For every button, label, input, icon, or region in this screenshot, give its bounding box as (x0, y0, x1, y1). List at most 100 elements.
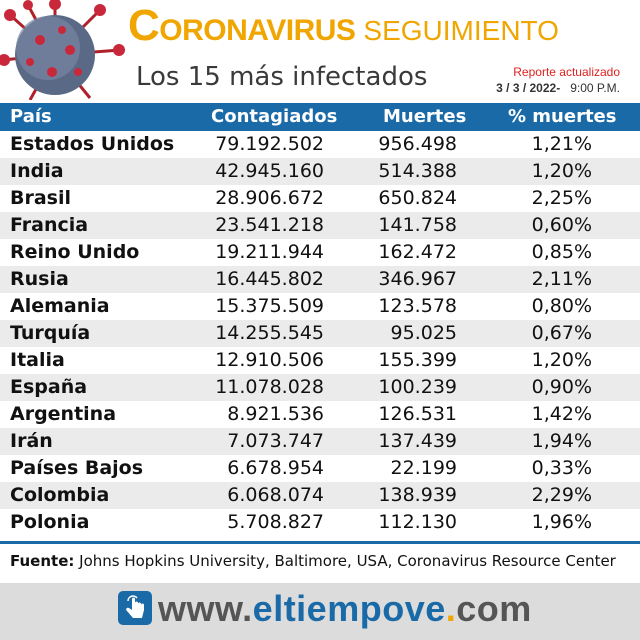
country-cell: Turquía (10, 322, 91, 344)
pct-muertes-cell: 1,96% (531, 511, 592, 533)
website-tld: com (456, 588, 532, 629)
website-brand: eltiempove (252, 588, 446, 629)
muertes-cell: 95.025 (390, 322, 457, 344)
report-date: 3 / 3 / 2022- (496, 81, 561, 95)
pct-muertes-cell: 1,21% (531, 133, 592, 155)
table-row: Polonia 5.708.827 112.130 1,96% (0, 509, 640, 536)
column-header-pais: País (10, 106, 52, 127)
pct-muertes-cell: 0,85% (531, 241, 592, 263)
contagiados-cell: 16.445.802 (215, 268, 324, 290)
table-row: Argentina 8.921.536 126.531 1,42% (0, 401, 640, 428)
pct-muertes-cell: 2,25% (531, 187, 592, 209)
table-row: India 42.945.160 514.388 1,20% (0, 158, 640, 185)
report-label: Reporte actualizado (513, 65, 620, 79)
coronavirus-icon (0, 0, 130, 100)
muertes-cell: 123.578 (378, 295, 457, 317)
muertes-cell: 137.439 (378, 430, 457, 452)
muertes-cell: 514.388 (378, 160, 457, 182)
contagiados-cell: 79.192.502 (215, 133, 324, 155)
source-label: Fuente: (10, 552, 75, 570)
muertes-cell: 155.399 (378, 349, 457, 371)
contagiados-cell: 28.906.672 (215, 187, 324, 209)
table-row: Irán 7.073.747 137.439 1,94% (0, 428, 640, 455)
table-row: Brasil 28.906.672 650.824 2,25% (0, 185, 640, 212)
muertes-cell: 141.758 (378, 214, 457, 236)
contagiados-cell: 15.375.509 (215, 295, 324, 317)
country-cell: Francia (10, 214, 89, 236)
title-first-letter: C (128, 1, 160, 50)
country-cell: India (10, 160, 64, 182)
country-cell: Polonia (10, 511, 90, 533)
website-link[interactable]: www.eltiempove.com (158, 589, 532, 629)
country-cell: Estados Unidos (10, 133, 175, 155)
contagiados-cell: 12.910.506 (215, 349, 324, 371)
contagiados-cell: 19.211.944 (215, 241, 324, 263)
country-cell: Reino Unido (10, 241, 140, 263)
source-text: Johns Hopkins University, Baltimore, USA… (79, 552, 616, 570)
table-row: Estados Unidos 79.192.502 956.498 1,21% (0, 131, 640, 158)
contagiados-cell: 11.078.028 (215, 376, 324, 398)
country-cell: Brasil (10, 187, 72, 209)
contagiados-cell: 23.541.218 (215, 214, 324, 236)
muertes-cell: 138.939 (378, 484, 457, 506)
column-header-pct-muertes: % muertes (508, 106, 617, 127)
country-cell: Países Bajos (10, 457, 144, 479)
table-body: Estados Unidos 79.192.502 956.498 1,21% Indi… (0, 131, 640, 536)
muertes-cell: 22.199 (390, 457, 457, 479)
pct-muertes-cell: 0,80% (531, 295, 592, 317)
table-row: Italia 12.910.506 155.399 1,20% (0, 347, 640, 374)
contagiados-cell: 7.073.747 (227, 430, 324, 452)
muertes-cell: 650.824 (378, 187, 457, 209)
table-row: Reino Unido 19.211.944 162.472 0,85% (0, 239, 640, 266)
table-row: Rusia 16.445.802 346.967 2,11% (0, 266, 640, 293)
country-cell: Alemania (10, 295, 110, 317)
pct-muertes-cell: 0,60% (531, 214, 592, 236)
column-header-muertes: Muertes (383, 106, 467, 127)
table-row: Alemania 15.375.509 123.578 0,80% (0, 293, 640, 320)
country-cell: Rusia (10, 268, 69, 290)
country-cell: España (10, 376, 88, 398)
table-row: Colombia 6.068.074 138.939 2,29% (0, 482, 640, 509)
report-info: Reporte actualizado 3 / 3 / 2022- 9:00 P.… (496, 64, 620, 96)
page-subtitle: Los 15 más infectados (136, 62, 428, 92)
contagiados-cell: 14.255.545 (215, 322, 324, 344)
pct-muertes-cell: 1,94% (531, 430, 592, 452)
country-cell: Italia (10, 349, 65, 371)
pct-muertes-cell: 1,20% (531, 160, 592, 182)
muertes-cell: 112.130 (378, 511, 457, 533)
muertes-cell: 126.531 (378, 403, 457, 425)
pct-muertes-cell: 0,90% (531, 376, 592, 398)
footer: www.eltiempove.com (0, 583, 640, 640)
muertes-cell: 346.967 (378, 268, 457, 290)
pct-muertes-cell: 0,67% (531, 322, 592, 344)
pct-muertes-cell: 2,29% (531, 484, 592, 506)
contagiados-cell: 8.921.536 (227, 403, 324, 425)
table-row: Francia 23.541.218 141.758 0,60% (0, 212, 640, 239)
pct-muertes-cell: 0,33% (531, 457, 592, 479)
divider (0, 541, 640, 544)
header: CORONAVIRUS SEGUIMIENTO Los 15 más infect… (0, 0, 640, 101)
pointer-hand-icon (118, 591, 152, 625)
website-www: www. (158, 588, 253, 629)
muertes-cell: 162.472 (378, 241, 457, 263)
contagiados-cell: 6.068.074 (227, 484, 324, 506)
contagiados-cell: 42.945.160 (215, 160, 324, 182)
muertes-cell: 100.239 (378, 376, 457, 398)
contagiados-cell: 6.678.954 (227, 457, 324, 479)
pct-muertes-cell: 2,11% (531, 268, 592, 290)
source-note: Fuente: Johns Hopkins University, Baltim… (10, 552, 616, 570)
country-cell: Argentina (10, 403, 117, 425)
contagiados-cell: 5.708.827 (227, 511, 324, 533)
title-suffix: SEGUIMIENTO (363, 15, 559, 46)
website-dot: . (445, 588, 457, 629)
pct-muertes-cell: 1,20% (531, 349, 592, 371)
table-row: España 11.078.028 100.239 0,90% (0, 374, 640, 401)
table-header: País Contagiados Muertes % muertes (0, 103, 640, 131)
column-header-contagiados: Contagiados (211, 106, 338, 127)
pct-muertes-cell: 1,42% (531, 403, 592, 425)
title-main: ORONAVIRUS (159, 14, 356, 47)
muertes-cell: 956.498 (378, 133, 457, 155)
page-title: CORONAVIRUS SEGUIMIENTO (128, 4, 559, 48)
country-cell: Colombia (10, 484, 110, 506)
report-time: 9:00 P.M. (570, 81, 620, 95)
